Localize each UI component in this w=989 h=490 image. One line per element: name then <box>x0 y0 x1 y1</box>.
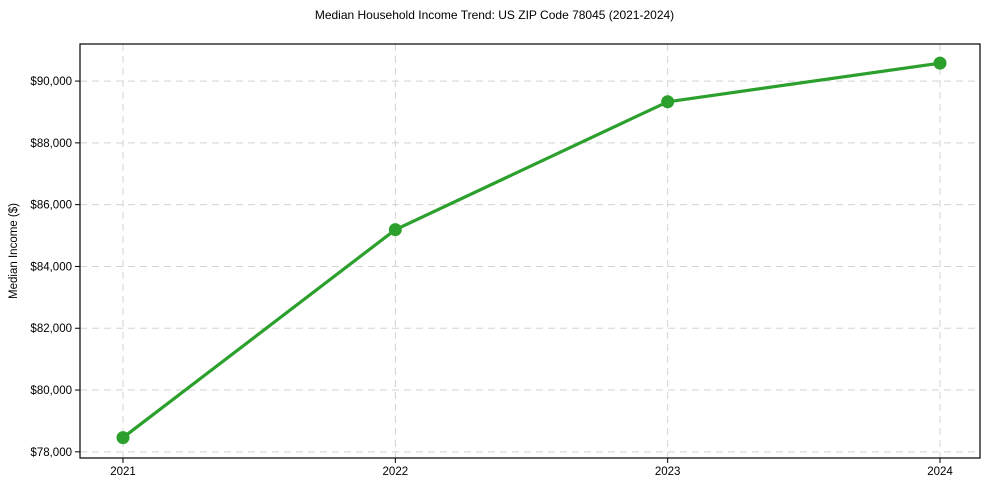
chart-title: Median Household Income Trend: US ZIP Co… <box>314 8 675 22</box>
y-tick-label: $86,000 <box>30 200 72 212</box>
data-point-2022 <box>388 223 402 237</box>
y-tick-label: $78,000 <box>30 447 72 459</box>
y-tick-label: $82,000 <box>30 323 72 335</box>
income-line <box>121 61 942 440</box>
data-point-2024 <box>933 56 947 70</box>
x-tick-label: 2021 <box>110 466 136 478</box>
data-point-2021 <box>116 431 130 445</box>
y-tick-label: $84,000 <box>30 261 72 273</box>
x-tick-label: 2023 <box>655 466 681 478</box>
y-axis-title: Median Income ($) <box>8 203 20 299</box>
plot-border <box>79 43 981 459</box>
x-tick-label: 2022 <box>383 466 409 478</box>
y-tick-label: $88,000 <box>30 138 72 150</box>
y-tick-label: $90,000 <box>30 76 72 88</box>
x-tick-label: 2024 <box>927 466 953 478</box>
data-point-2023 <box>661 95 675 109</box>
y-tick-label: $80,000 <box>30 385 72 397</box>
